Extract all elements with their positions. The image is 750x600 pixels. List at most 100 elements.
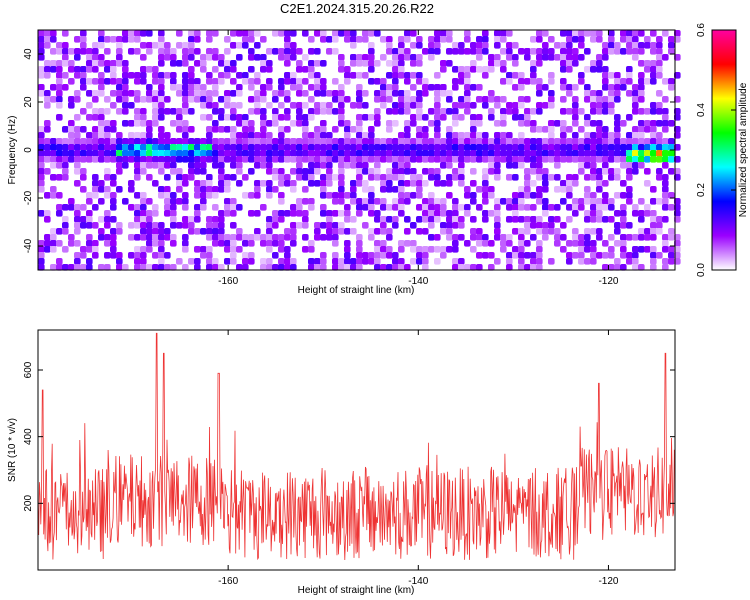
- heatmap-cell: [650, 150, 657, 157]
- heatmap-cell: [530, 48, 537, 55]
- heatmap-cell: [230, 150, 237, 157]
- heatmap-cell: [404, 78, 411, 85]
- heatmap-cell: [362, 102, 369, 109]
- heatmap-cell: [512, 246, 519, 253]
- heatmap-cell: [326, 90, 333, 97]
- heatmap-cell: [134, 246, 141, 253]
- heatmap-cell: [260, 132, 267, 139]
- heatmap-cell: [488, 144, 495, 151]
- heatmap-cell: [590, 210, 597, 217]
- heatmap-cell: [110, 90, 117, 97]
- heatmap-cell: [620, 30, 627, 37]
- heatmap-cell: [350, 42, 357, 49]
- heatmap-cell: [476, 138, 483, 145]
- heatmap-cell: [482, 72, 489, 79]
- heatmap-cell: [674, 30, 681, 37]
- heatmap-cell: [86, 246, 93, 253]
- heatmap-cell: [326, 192, 333, 199]
- heatmap-cell: [572, 228, 579, 235]
- heatmap-cell: [446, 60, 453, 67]
- heatmap-cell: [476, 204, 483, 211]
- heatmap-cell: [398, 192, 405, 199]
- heatmap-cell: [500, 246, 507, 253]
- heatmap-cell: [110, 240, 117, 247]
- heatmap-cell: [578, 30, 585, 37]
- heatmap-cell: [158, 42, 165, 49]
- heatmap-cell: [392, 66, 399, 73]
- heatmap-cell: [650, 60, 657, 67]
- heatmap-cell: [422, 264, 429, 271]
- heatmap-cell: [254, 54, 261, 61]
- heatmap-cell: [596, 108, 603, 115]
- heatmap-cell: [68, 144, 75, 151]
- heatmap-cell: [668, 78, 675, 85]
- heatmap-cell: [254, 42, 261, 49]
- heatmap-cell: [584, 234, 591, 241]
- heatmap-cell: [356, 144, 363, 151]
- heatmap-cell: [224, 258, 231, 265]
- heatmap-cell: [176, 120, 183, 127]
- heatmap-cell: [152, 120, 159, 127]
- heatmap-cell: [356, 138, 363, 145]
- heatmap-cell: [476, 96, 483, 103]
- heatmap-cell: [572, 36, 579, 43]
- heatmap-cell: [116, 36, 123, 43]
- heatmap-cell: [410, 120, 417, 127]
- heatmap-cell: [140, 258, 147, 265]
- heatmap-cell: [200, 168, 207, 175]
- heatmap-cell: [206, 150, 213, 157]
- heatmap-cell: [146, 42, 153, 49]
- heatmap-cell: [644, 36, 651, 43]
- heatmap-cell: [254, 192, 261, 199]
- heatmap-cell: [632, 204, 639, 211]
- heatmap-cell: [194, 216, 201, 223]
- heatmap-cell: [554, 240, 561, 247]
- heatmap-cell: [506, 156, 513, 163]
- heatmap-cell: [524, 114, 531, 121]
- heatmap-cell: [560, 132, 567, 139]
- heatmap-cell: [218, 108, 225, 115]
- heatmap-cell: [116, 90, 123, 97]
- heatmap-cell: [536, 84, 543, 91]
- heatmap-cell: [392, 186, 399, 193]
- heatmap-cell: [38, 48, 45, 55]
- heatmap-cell: [596, 144, 603, 151]
- heatmap-cell: [116, 162, 123, 169]
- heatmap-cell: [38, 156, 45, 163]
- heatmap-cell: [200, 96, 207, 103]
- heatmap-cell: [356, 120, 363, 127]
- heatmap-cell: [362, 30, 369, 37]
- heatmap-cell: [440, 210, 447, 217]
- heatmap-cell: [98, 54, 105, 61]
- heatmap-cell: [170, 192, 177, 199]
- heatmap-cell: [398, 246, 405, 253]
- heatmap-cell: [176, 108, 183, 115]
- heatmap-cell: [74, 36, 81, 43]
- heatmap-cell: [434, 72, 441, 79]
- heatmap-cell: [206, 144, 213, 151]
- heatmap-cell: [278, 210, 285, 217]
- heatmap-cell: [308, 96, 315, 103]
- heatmap-cell: [86, 216, 93, 223]
- heatmap-cell: [260, 234, 267, 241]
- heatmap-cell: [314, 222, 321, 229]
- heatmap-cell: [470, 132, 477, 139]
- heatmap-cell: [68, 66, 75, 73]
- heatmap-cell: [620, 180, 627, 187]
- heatmap-cell: [194, 78, 201, 85]
- heatmap-cell: [182, 48, 189, 55]
- heatmap-cell: [248, 156, 255, 163]
- heatmap-cell: [80, 252, 87, 259]
- heatmap-cell: [284, 36, 291, 43]
- heatmap-cell: [476, 264, 483, 271]
- heatmap-cell: [302, 114, 309, 121]
- heatmap-cell: [398, 102, 405, 109]
- heatmap-cell: [416, 78, 423, 85]
- heatmap-cell: [668, 246, 675, 253]
- heatmap-cell: [38, 150, 45, 157]
- heatmap-cell: [656, 132, 663, 139]
- heatmap-cell: [404, 96, 411, 103]
- heatmap-cell: [134, 252, 141, 259]
- heatmap-cell: [392, 48, 399, 55]
